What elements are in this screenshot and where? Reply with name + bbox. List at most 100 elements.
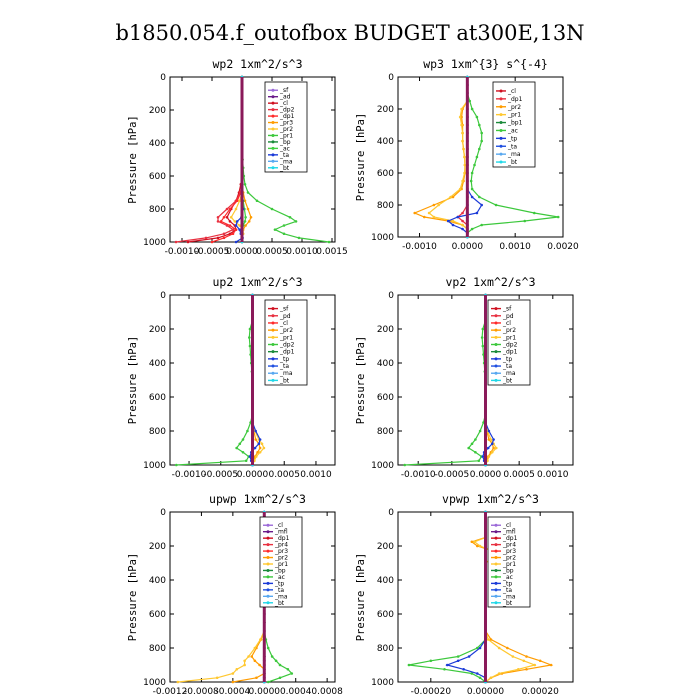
- y-tick-label: 0: [388, 291, 394, 301]
- legend-marker: [494, 556, 498, 560]
- legend-label: _pr2: [279, 126, 293, 133]
- legend-label: _pr1: [279, 132, 293, 139]
- data-point_dp2: [235, 446, 238, 450]
- legend-marker: [494, 378, 498, 382]
- y-tick-label: 1000: [371, 233, 394, 243]
- legend-box: [264, 299, 308, 386]
- data-point_pr2: [506, 646, 509, 650]
- data-point_dp2: [222, 232, 226, 236]
- legend-label: _cl: [502, 320, 511, 327]
- data-point_pr3: [244, 224, 247, 227]
- data-point_pr3: [243, 199, 247, 203]
- data-point_pr2: [229, 215, 233, 219]
- legend-label: _ta: [507, 143, 517, 150]
- legend-label: _pr1: [502, 334, 516, 341]
- legend-marker: [266, 562, 270, 566]
- data-point_ac: [475, 646, 479, 650]
- data-point_tp: [475, 211, 479, 215]
- data-point_tp: [254, 429, 257, 433]
- y-tick-label: 200: [149, 325, 166, 335]
- x-tick-label: 0.0020: [547, 242, 579, 252]
- legend: _cl_mfl_dp1_pr4_pr3_pr2_pr1_bp_ac_tp_ta_…: [259, 516, 303, 608]
- data-point_ac: [480, 139, 483, 143]
- y-tick-label: 800: [149, 427, 166, 437]
- legend-box: [492, 81, 536, 168]
- data-point_pr1: [490, 450, 494, 454]
- data-point_pr1: [253, 646, 257, 650]
- y-tick-label: 1000: [143, 678, 166, 688]
- legend-label: _pd: [502, 313, 514, 320]
- data-point_pr1: [494, 446, 498, 450]
- data-point_ac: [470, 187, 474, 191]
- data-point_dp2: [248, 336, 251, 339]
- y-tick-label: 200: [377, 105, 394, 115]
- panel-vpwp: vpwp 1xm^2/s^3 Pressure [hPa] 0 200 400 600 80…: [355, 492, 574, 697]
- data-point_pr1: [231, 672, 235, 675]
- x-tick-label: 0.0010: [499, 242, 531, 252]
- data-point_pr1: [517, 667, 520, 671]
- legend-label: _ad: [279, 94, 291, 101]
- data-point_ac: [278, 676, 282, 680]
- data-point_pr1: [449, 195, 452, 199]
- x-tick-label: 0.0005: [268, 470, 300, 480]
- data-point_tp: [253, 446, 257, 450]
- data-point_pr1: [270, 207, 274, 211]
- legend-label: _pr2: [507, 104, 521, 111]
- x-tick-label: 0.0010: [537, 470, 569, 480]
- legend-marker: [494, 543, 498, 547]
- data-point_pr2: [238, 224, 241, 227]
- data-point_pr2: [258, 663, 261, 667]
- legend-marker: [266, 543, 270, 547]
- data-point_tp: [258, 438, 262, 441]
- series-line_pr1: [428, 77, 468, 237]
- y-tick-label: 0: [160, 291, 166, 301]
- legend-marker: [266, 601, 270, 605]
- data-point_tp: [475, 672, 479, 675]
- panel-up2: up2 1xm^2/s^3 Pressure [hPa] 0 200 400 600 800…: [127, 275, 336, 480]
- data-point_tp: [486, 446, 490, 450]
- data-point_pr1: [511, 655, 515, 658]
- x-tick-label: 0.0008: [311, 687, 343, 697]
- legend-label: _dp1: [507, 96, 523, 103]
- x-tick-label: -0.0010: [172, 470, 207, 480]
- legend-label: _bp1: [507, 120, 523, 127]
- data-point_ac: [494, 203, 498, 207]
- data-point_ac: [478, 147, 481, 151]
- legend-label: _pr3: [502, 548, 516, 555]
- data-point_pr1: [458, 115, 462, 119]
- data-point_dp2: [175, 463, 178, 467]
- data-point_pr1: [176, 680, 180, 684]
- legend: _sf_ad_cl_dp2_dp1_pr3_pr2_pr1_bp_ac_ta_m…: [264, 81, 308, 173]
- data-point_dp2: [480, 336, 484, 339]
- data-point_tp: [456, 659, 460, 663]
- legend-label: _ma: [279, 370, 293, 377]
- data-point_dp2: [481, 344, 485, 348]
- data-point_cl: [186, 240, 190, 244]
- y-tick-label: 800: [149, 205, 166, 215]
- legend-label: _mfl: [274, 529, 288, 536]
- data-point_pr1: [533, 663, 537, 667]
- data-point_tp: [445, 663, 449, 667]
- legend-marker: [271, 127, 275, 131]
- legend-marker: [499, 121, 503, 125]
- data-point_dp2: [477, 459, 481, 463]
- data-point_pr1: [462, 147, 465, 151]
- legend-marker: [271, 166, 275, 170]
- legend-label: _sf: [502, 306, 512, 313]
- data-point_dp1: [461, 211, 464, 215]
- legend-label: _dp1: [279, 349, 295, 356]
- y-tick-label: 600: [149, 610, 166, 620]
- data-point_tp: [456, 215, 460, 219]
- panel-title: vp2 1xm^2/s^3: [445, 275, 535, 289]
- panel-title: up2 1xm^2/s^3: [212, 275, 302, 289]
- data-point_pr3: [247, 220, 251, 223]
- data-point_ta: [235, 220, 239, 223]
- data-point_dp2: [238, 442, 242, 446]
- data-point_cl: [225, 215, 229, 219]
- y-tick-label: 200: [149, 106, 166, 116]
- y-tick-label: 0: [160, 73, 166, 83]
- series-line_pr2: [413, 77, 468, 237]
- y-tick-label: 1000: [371, 678, 394, 688]
- legend-label: _tp: [279, 356, 289, 363]
